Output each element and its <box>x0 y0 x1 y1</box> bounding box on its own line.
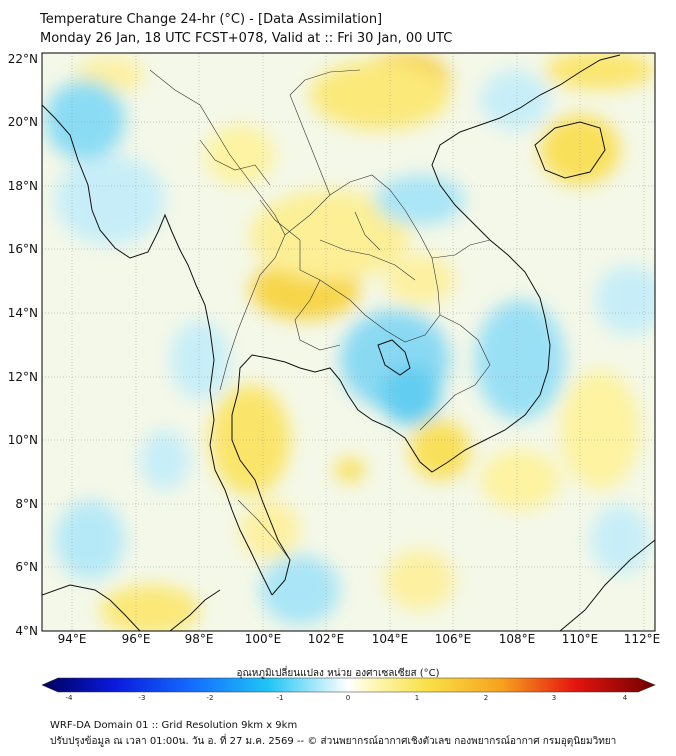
lat-tick: 10°N <box>7 433 38 447</box>
colorbar-tick: -3 <box>138 694 146 702</box>
colorbar-tick: 0 <box>345 694 351 702</box>
lon-tick: 108°E <box>498 632 536 646</box>
update-credit: ปรับปรุงข้อมูล ณ เวลา 01:00น. วัน อ. ที่… <box>50 736 617 747</box>
lat-tick: 4°N <box>15 624 38 638</box>
colorbar-tick: 4 <box>622 694 628 702</box>
colorbar-tick: -2 <box>206 694 214 702</box>
lat-tick: 6°N <box>15 560 38 574</box>
lat-tick: 16°N <box>7 242 38 256</box>
colorbar <box>41 677 656 693</box>
temperature-field <box>42 53 655 631</box>
lat-tick: 12°N <box>7 370 38 384</box>
lat-tick: 18°N <box>7 179 38 193</box>
colorbar-tick: 2 <box>483 694 489 702</box>
colorbar-tick: 1 <box>414 694 420 702</box>
lon-tick: 110°E <box>561 632 599 646</box>
lon-tick: 96°E <box>121 632 151 646</box>
country-borders <box>149 69 491 561</box>
lon-tick: 112°E <box>623 632 661 646</box>
lon-tick: 98°E <box>184 632 214 646</box>
coastlines <box>42 54 655 631</box>
lon-tick: 102°E <box>307 632 345 646</box>
lat-tick: 14°N <box>7 306 38 320</box>
colorbar-tick: -1 <box>276 694 284 702</box>
colorbar-tick: 3 <box>551 694 557 702</box>
lon-tick: 104°E <box>371 632 409 646</box>
map-subtitle: Monday 26 Jan, 18 UTC FCST+078, Valid at… <box>40 31 453 46</box>
lat-tick: 8°N <box>15 497 38 511</box>
model-info: WRF-DA Domain 01 :: Grid Resolution 9km … <box>50 720 298 731</box>
map-title: Temperature Change 24-hr (°C) - [Data As… <box>40 12 383 27</box>
lon-tick: 106°E <box>434 632 472 646</box>
lat-tick: 22°N <box>7 52 38 66</box>
lat-tick: 20°N <box>7 115 38 129</box>
lon-tick: 100°E <box>244 632 282 646</box>
colorbar-title: อุณหภูมิเปลี่ยนแปลง หน่วย องศาเซลเซียส (… <box>236 668 440 679</box>
map-frame <box>41 52 656 632</box>
lon-tick: 94°E <box>57 632 87 646</box>
graticule <box>42 53 655 631</box>
colorbar-tick: -4 <box>65 694 73 702</box>
